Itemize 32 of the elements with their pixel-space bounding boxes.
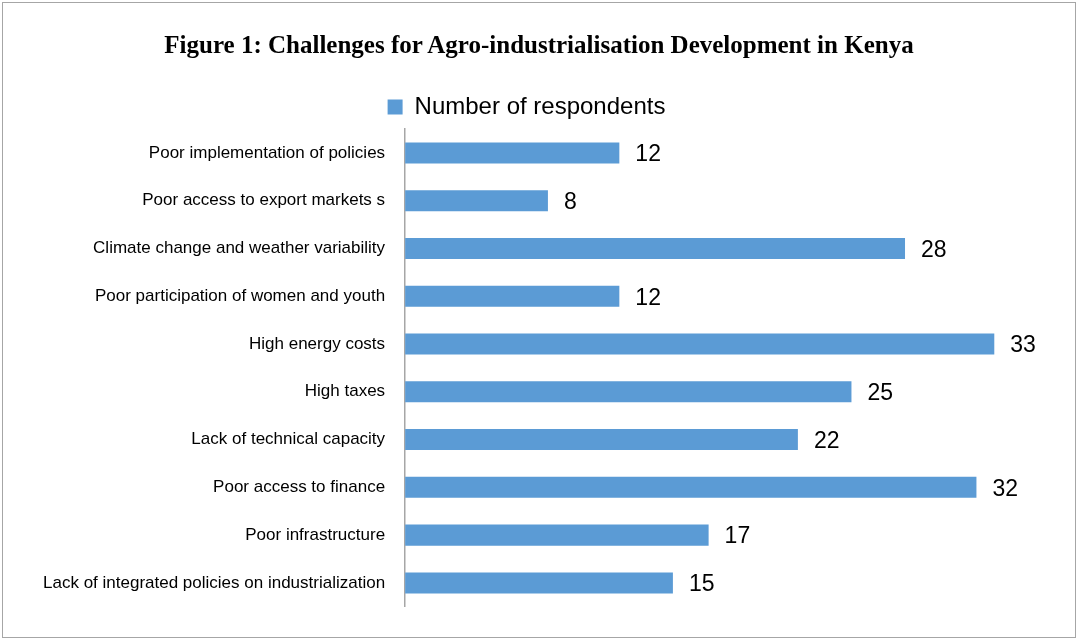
data-label: 12 (635, 283, 661, 310)
y-tick-label: Lack of technical capacity (191, 429, 386, 449)
y-tick-label: Poor implementation of policies (148, 142, 386, 162)
data-label: 28 (921, 235, 947, 262)
y-tick-label: Poor access to export markets s (142, 190, 386, 210)
bar (405, 572, 673, 594)
data-label: 32 (992, 474, 1019, 501)
bar (405, 524, 709, 546)
y-tick-label: Poor infrastructure (245, 524, 386, 544)
bar (405, 476, 977, 498)
y-tick-label: Lack of integrated policies on industrialization (43, 572, 386, 592)
data-label: 12 (635, 140, 661, 167)
bar (405, 381, 852, 403)
bar (405, 285, 620, 307)
bar (405, 190, 548, 212)
y-tick-label: Poor access to finance (213, 477, 386, 497)
data-label: 33 (1010, 331, 1036, 358)
legend-label: Number of respondents (414, 91, 666, 119)
data-label: 22 (813, 426, 840, 453)
bar (405, 429, 798, 451)
y-tick-label: High energy costs (249, 333, 386, 353)
y-tick-label: Climate change and weather variability (93, 238, 386, 258)
chart-title: Figure 1: Challenges for Agro-industrialisation Development in Kenya (163, 31, 915, 59)
bar (405, 142, 620, 164)
data-label: 25 (867, 379, 894, 406)
data-label: 8 (563, 188, 577, 215)
y-tick-label: High taxes (304, 381, 386, 401)
bar (405, 333, 995, 355)
data-label: 15 (688, 570, 715, 597)
bar (405, 237, 906, 259)
data-label: 17 (724, 522, 751, 549)
y-tick-label: Poor participation of women and youth (94, 285, 386, 305)
